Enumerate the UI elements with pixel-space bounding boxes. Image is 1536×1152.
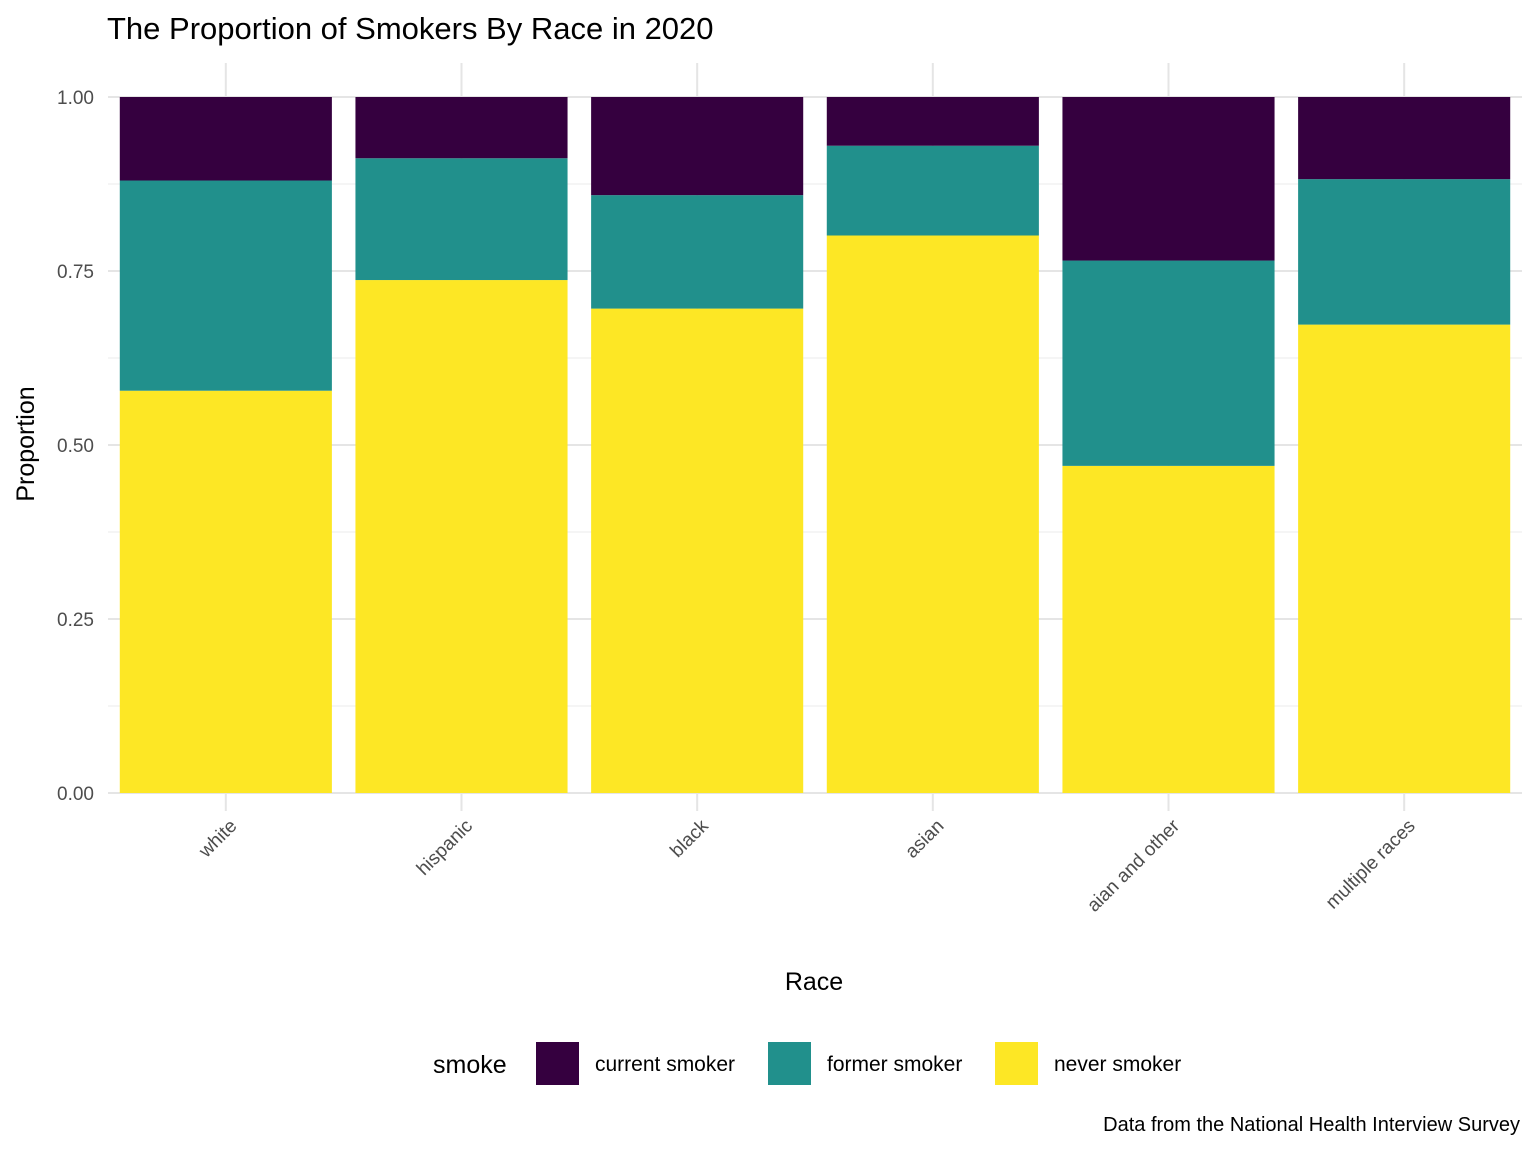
legend: smoke current smoker former smoker never s… <box>433 1042 1181 1085</box>
legend-label: current smoker <box>595 1053 735 1076</box>
x-tick-label: multiple races <box>1322 816 1420 914</box>
bar-segment <box>1298 97 1511 180</box>
bar-segment <box>1062 97 1275 261</box>
bar-segment <box>119 390 332 793</box>
y-tick-label: 0.50 <box>57 436 94 457</box>
x-axis-ticks: white hispanic black asian aian and other mul… <box>194 815 1419 916</box>
y-tick-label: 1.00 <box>57 88 94 109</box>
bar-segment <box>591 308 804 793</box>
x-tick-label: hispanic <box>413 816 477 880</box>
x-tick-label: black <box>666 815 713 862</box>
x-tick-label: asian <box>901 816 948 863</box>
bars <box>119 97 1511 794</box>
bar-segment <box>591 97 804 196</box>
x-tick-label: white <box>194 816 241 863</box>
bar-segment <box>119 180 332 391</box>
bar-segment <box>355 158 568 281</box>
bar-segment <box>591 195 804 309</box>
legend-label: former smoker <box>827 1053 962 1076</box>
legend-label: never smoker <box>1054 1053 1181 1076</box>
legend-key <box>768 1042 811 1085</box>
y-tick-label: 0.00 <box>57 784 94 805</box>
bar-segment <box>355 280 568 794</box>
bar-segment <box>826 145 1039 236</box>
x-axis-title: Race <box>785 968 843 996</box>
legend-title: smoke <box>433 1051 507 1079</box>
bar-segment <box>1062 260 1275 466</box>
bar-segment <box>355 97 568 159</box>
y-axis-title: Proportion <box>12 386 40 501</box>
bar-segment <box>826 97 1039 146</box>
y-tick-label: 0.25 <box>57 610 94 631</box>
y-axis-ticks: 0.00 0.25 0.50 0.75 1.00 <box>57 88 94 805</box>
y-tick-label: 0.75 <box>57 262 94 283</box>
caption: Data from the National Health Interview … <box>1103 1114 1520 1136</box>
legend-key <box>995 1042 1038 1085</box>
bar-segment <box>1298 324 1511 793</box>
chart-title: The Proportion of Smokers By Race in 202… <box>107 11 714 46</box>
bar-segment <box>1298 179 1511 325</box>
legend-key <box>536 1042 579 1085</box>
x-tick-label: aian and other <box>1083 815 1184 916</box>
bar-segment <box>1062 465 1275 793</box>
bar-segment <box>119 97 332 181</box>
bar-segment <box>826 235 1039 793</box>
